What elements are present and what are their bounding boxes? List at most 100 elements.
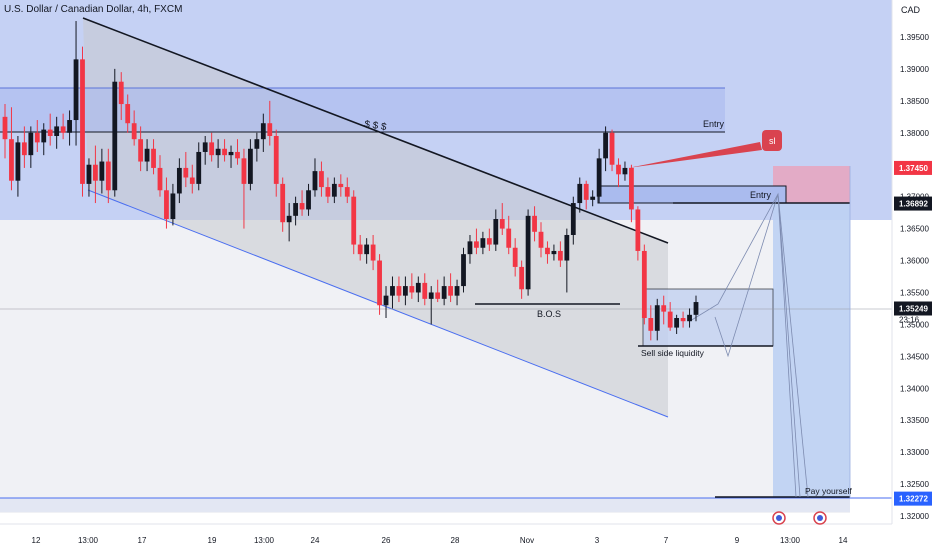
candle-body (80, 59, 85, 184)
countdown-label: 23:16 (899, 315, 920, 324)
profit-zone (773, 203, 850, 498)
candle-body (164, 190, 169, 220)
candle-body (545, 247, 550, 255)
candle-body (286, 215, 292, 223)
time-tick-label: 26 (382, 536, 391, 545)
price-tick-label: 1.33000 (900, 448, 929, 457)
target-band (0, 498, 850, 512)
entry-label-lower: Entry (750, 190, 772, 200)
price-badge-label: 1.32272 (899, 495, 928, 504)
time-tick-label: 3 (595, 536, 600, 545)
candle-body (629, 167, 634, 210)
candle-body (603, 132, 608, 159)
channel-upper-line (82, 17, 669, 244)
candle-body (325, 187, 331, 197)
candle-body (667, 311, 673, 328)
candle-body (222, 148, 227, 156)
candle-body (422, 282, 428, 299)
price-tick-label: 1.35500 (900, 288, 929, 297)
candle-body (254, 139, 260, 149)
candle-body (331, 183, 337, 197)
candle-body (693, 302, 699, 315)
candle-body (86, 164, 92, 184)
candle-body (144, 148, 150, 162)
time-tick-label: 9 (735, 536, 740, 545)
candle-body (21, 142, 27, 156)
candle-body (441, 286, 447, 299)
price-badge (894, 160, 932, 175)
price-badge-label: 1.36892 (899, 200, 928, 209)
time-axis-bg (0, 524, 892, 550)
zones-layer (0, 0, 892, 513)
price-tick-label: 1.36000 (900, 257, 929, 266)
candle-body (351, 196, 357, 245)
candle-body (131, 123, 137, 140)
candle-body (499, 219, 505, 229)
candle-body (538, 231, 544, 248)
candle-body (157, 167, 163, 191)
candle-body (486, 238, 492, 245)
consolidation-box (642, 288, 774, 347)
candle-body (390, 286, 395, 296)
candle-body (319, 171, 324, 188)
candle-body (519, 266, 525, 290)
candle-body (93, 164, 98, 181)
candle-body (532, 215, 537, 232)
candle-body (635, 209, 641, 251)
sl-arrow (628, 142, 762, 168)
candle-body (306, 190, 311, 210)
liquidity-dollars: $ $ $ (364, 119, 388, 133)
candle-body (493, 219, 499, 245)
candle-body (67, 120, 72, 133)
candle-body (622, 167, 628, 175)
candle-body (474, 241, 479, 248)
price-tick-label: 1.33500 (900, 416, 929, 425)
sl-label: sl (769, 136, 776, 146)
candle-body (454, 286, 460, 296)
candle-body (396, 286, 402, 296)
candle-body (344, 187, 350, 197)
price-tick-label: 1.38000 (900, 129, 929, 138)
candle-body (648, 318, 654, 331)
candle-body (248, 148, 253, 184)
candle-body (112, 81, 118, 191)
time-tick-label: 7 (664, 536, 669, 545)
price-badge-label: 1.35249 (899, 304, 928, 313)
annotations-layer: Entry Entry $ $ $ B.O.S Sell side liquidity s… (364, 119, 853, 496)
price-tick-label: 1.39500 (900, 33, 929, 42)
candle-body (674, 318, 680, 328)
candle-body (209, 142, 215, 156)
time-tick-label: 13:00 (78, 536, 99, 545)
sell-side-label: Sell side liquidity (641, 348, 705, 358)
candle-body (415, 282, 421, 293)
candle-body (357, 244, 363, 255)
candle-body (189, 177, 195, 184)
time-tick-label: 14 (839, 536, 848, 545)
candle-body (125, 104, 131, 124)
price-badge (894, 491, 932, 506)
candle-body (590, 196, 596, 200)
candle-body (383, 295, 389, 306)
candle-body (138, 139, 144, 162)
candle-body (151, 148, 156, 168)
candle-body (183, 167, 189, 178)
price-tick-label: 1.36500 (900, 225, 929, 234)
candle-body (241, 158, 247, 184)
time-tick-label: 28 (451, 536, 460, 545)
candle-body (570, 203, 576, 235)
candle-body (196, 151, 202, 184)
candle-body (461, 254, 466, 287)
target-label: Pay yourself (805, 486, 852, 496)
candle-body (525, 215, 531, 290)
candle-body (293, 203, 299, 216)
candle-body (273, 135, 279, 184)
price-tick-label: 1.32000 (900, 512, 929, 521)
candle-body (118, 81, 124, 105)
price-badge-label: 1.37450 (899, 164, 928, 173)
price-tick-label: 1.38500 (900, 97, 929, 106)
candle-body (364, 244, 370, 255)
candle-body (409, 286, 415, 293)
candle-body (616, 164, 621, 175)
